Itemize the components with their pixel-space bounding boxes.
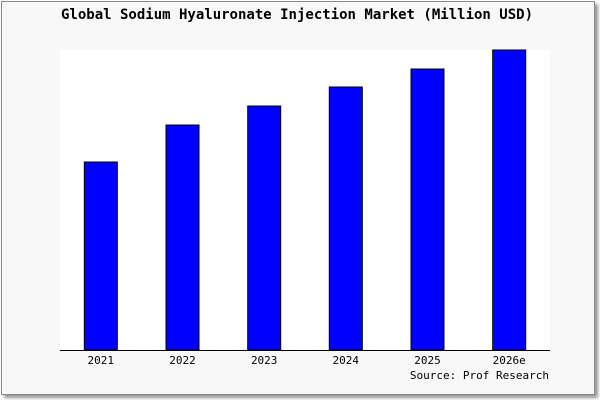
x-tick-label: 2023: [251, 354, 278, 367]
chart-title: Global Sodium Hyaluronate Injection Mark…: [60, 7, 533, 23]
bar-2025: [410, 68, 445, 351]
x-tick-label: 2026e: [493, 354, 526, 367]
bar-2022: [165, 124, 200, 351]
bar-2023: [247, 105, 282, 351]
bar-2026e: [492, 49, 527, 351]
x-tick-label: 2024: [333, 354, 360, 367]
x-tick-label: 2025: [414, 354, 441, 367]
bar-2021: [83, 161, 118, 351]
x-tick-label: 2021: [88, 354, 115, 367]
plot-area: [60, 50, 550, 350]
bar-2024: [328, 86, 363, 351]
source-annotation: Source: Prof Research: [410, 369, 549, 382]
x-tick-label: 2022: [169, 354, 196, 367]
